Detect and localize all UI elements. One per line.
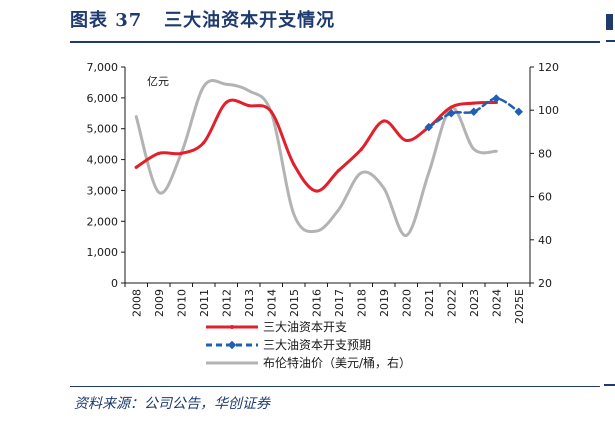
left-tick-label: 2,000 (87, 215, 119, 228)
data-point-1 (492, 94, 501, 103)
bottom-rule (70, 386, 600, 387)
x-tick-label: 2015 (288, 289, 301, 317)
right-tick-label: 40 (538, 234, 552, 247)
x-tick-label: 2009 (153, 289, 166, 317)
x-tick-label: 2020 (400, 289, 413, 317)
x-tick-label: 2025E (513, 289, 526, 324)
right-tick-label: 20 (538, 277, 552, 290)
legend-marker-0 (230, 325, 234, 329)
left-axis-unit: 亿元 (147, 75, 169, 88)
left-tick-label: 1,000 (87, 246, 119, 259)
x-tick-label: 2014 (265, 289, 278, 317)
x-tick-label: 2019 (378, 289, 391, 317)
x-tick-label: 2016 (310, 289, 323, 317)
data-point-0 (292, 162, 296, 166)
data-point-0 (134, 165, 138, 169)
title-rule (70, 41, 600, 43)
x-tick-label: 2017 (333, 289, 346, 317)
series-line-2 (134, 79, 498, 237)
legend-label-1: 三大油资本开支预期 (263, 338, 371, 352)
x-tick-label: 2010 (175, 289, 188, 317)
data-point-0 (449, 105, 453, 109)
data-point-0 (314, 189, 318, 193)
right-tick-label: 80 (538, 147, 552, 160)
legend-label-2: 布伦特油价（美元/桶，右） (263, 355, 411, 370)
legend-marker-1 (227, 340, 237, 350)
data-point-0 (472, 101, 476, 105)
series-line-0 (134, 98, 498, 193)
data-point-0 (359, 147, 363, 151)
data-point-0 (404, 138, 408, 143)
chart-series (134, 79, 523, 237)
data-point-0 (157, 151, 161, 155)
left-tick-label: 4,000 (87, 154, 119, 167)
data-point-0 (179, 151, 183, 155)
right-tick-label: 60 (538, 191, 552, 204)
data-point-0 (269, 110, 273, 114)
left-tick-label: 5,000 (87, 123, 119, 136)
figure-title-text: 三大油资本开支情况 (164, 10, 336, 31)
x-tick-label: 2012 (220, 289, 233, 317)
x-tick-label: 2023 (468, 289, 481, 317)
data-point-1 (447, 109, 456, 118)
x-tick-label: 2021 (423, 289, 436, 317)
figure-label: 图表 37 (70, 10, 143, 31)
figure-title: 图表 37 三大油资本开支情况 (70, 6, 335, 32)
left-tick-label: 0 (111, 277, 118, 290)
data-point-0 (247, 103, 251, 108)
chart-axes: 0 1,000 2,000 3,000 4,000 5,000 6,000 7,000 20 40… (87, 61, 560, 324)
adjacent-figure-edge (604, 14, 615, 386)
data-point-0 (202, 141, 206, 145)
x-tick-label: 2024 (490, 289, 503, 317)
source-note: 资料来源：公司公告，华创证券 (74, 396, 270, 412)
data-point-1 (514, 107, 523, 116)
x-tick-label: 2018 (355, 289, 368, 317)
left-tick-label: 3,000 (87, 184, 119, 197)
x-tick-label: 2022 (445, 289, 458, 317)
legend-label-0: 三大油资本开支 (263, 320, 347, 334)
chart: 0 1,000 2,000 3,000 4,000 5,000 6,000 7,000 20 40… (87, 61, 560, 370)
data-point-1 (469, 107, 478, 116)
x-tick-label: 2013 (243, 289, 256, 317)
left-tick-label: 6,000 (87, 92, 119, 105)
right-tick-label: 120 (538, 61, 559, 74)
data-point-1 (424, 122, 433, 132)
data-point-0 (337, 168, 341, 172)
left-tick-label: 7,000 (87, 61, 119, 74)
data-point-0 (382, 119, 386, 123)
x-tick-label: 2011 (198, 289, 211, 317)
x-tick-label: 2008 (130, 289, 143, 317)
data-point-0 (224, 100, 228, 105)
right-tick-label: 100 (538, 104, 559, 117)
